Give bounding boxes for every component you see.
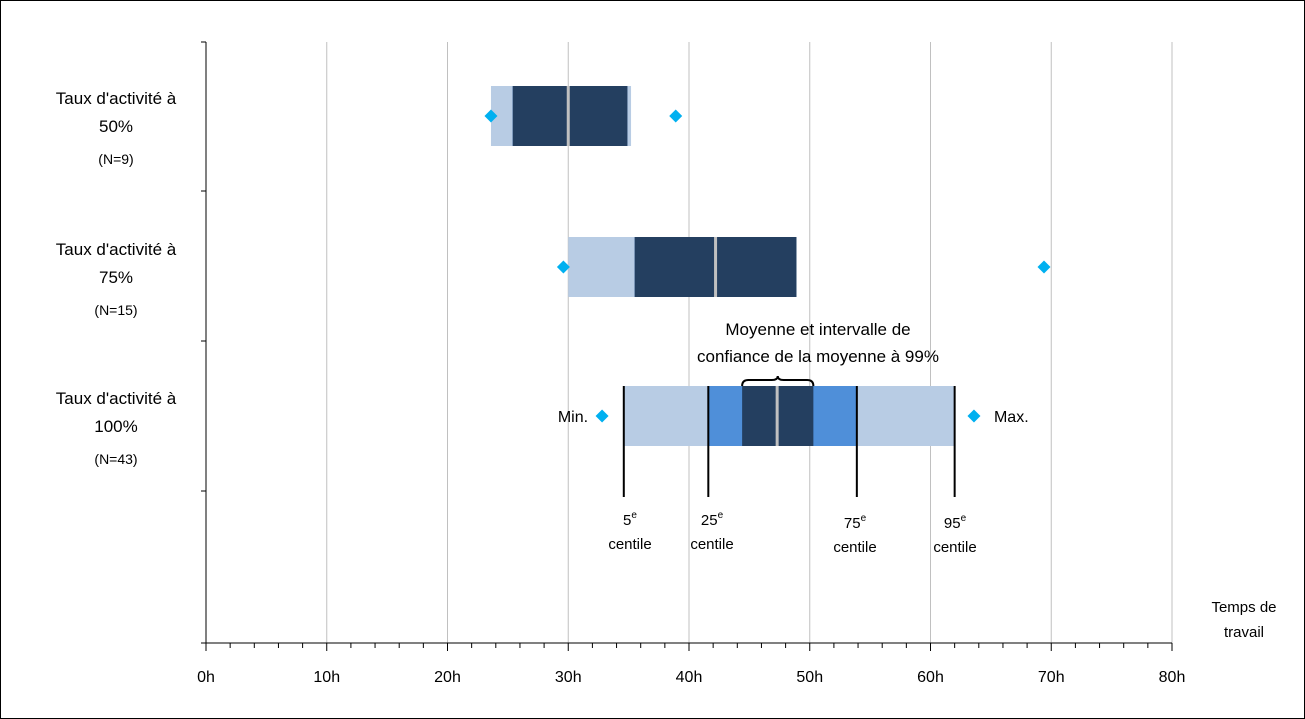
x-tick-label: 0h	[197, 669, 215, 686]
mean-line	[566, 86, 570, 146]
confidence-interval-band	[512, 86, 628, 146]
min-marker	[556, 260, 570, 274]
percentile-label: 5e	[623, 510, 637, 529]
x-axis-label: travail	[1224, 624, 1264, 641]
x-tick-label: 70h	[1038, 669, 1065, 686]
max-annotation: Max.	[994, 409, 1029, 426]
category-label: 100%	[94, 417, 137, 436]
percentile-word: centile	[690, 536, 733, 553]
percentile-word: centile	[833, 539, 876, 556]
x-tick-label: 10h	[313, 669, 340, 686]
category-count: (N=15)	[94, 302, 137, 318]
percentile-word: centile	[608, 536, 651, 553]
percentile-label: 25e	[701, 510, 724, 529]
category-count: (N=9)	[98, 151, 133, 167]
x-tick-label: 80h	[1159, 669, 1186, 686]
category-label: Taux d'activité à	[56, 240, 177, 259]
category-label: 75%	[99, 268, 133, 287]
max-marker	[1037, 260, 1051, 274]
x-tick-label: 20h	[434, 669, 461, 686]
x-tick-label: 50h	[796, 669, 823, 686]
x-axis-label: Temps de	[1211, 599, 1276, 616]
max-marker	[669, 109, 683, 123]
percentile-label: 75e	[844, 513, 867, 532]
percentile-label: 95e	[944, 513, 967, 532]
mean-ci-brace	[741, 375, 815, 387]
percentile-word: centile	[933, 539, 976, 556]
x-tick-label: 30h	[555, 669, 582, 686]
x-tick-label: 40h	[676, 669, 703, 686]
mean-line	[714, 237, 718, 297]
category-count: (N=43)	[94, 451, 137, 467]
min-marker	[595, 409, 609, 423]
mean-ci-annotation: confiance de la moyenne à 99%	[697, 347, 939, 366]
category-label: 50%	[99, 117, 133, 136]
category-label: Taux d'activité à	[56, 89, 177, 108]
min-annotation: Min.	[558, 409, 588, 426]
max-marker	[967, 409, 981, 423]
x-tick-label: 60h	[917, 669, 944, 686]
category-label: Taux d'activité à	[56, 389, 177, 408]
mean-ci-annotation: Moyenne et intervalle de	[725, 320, 910, 339]
min-marker	[484, 109, 498, 123]
mean-line	[775, 386, 779, 446]
